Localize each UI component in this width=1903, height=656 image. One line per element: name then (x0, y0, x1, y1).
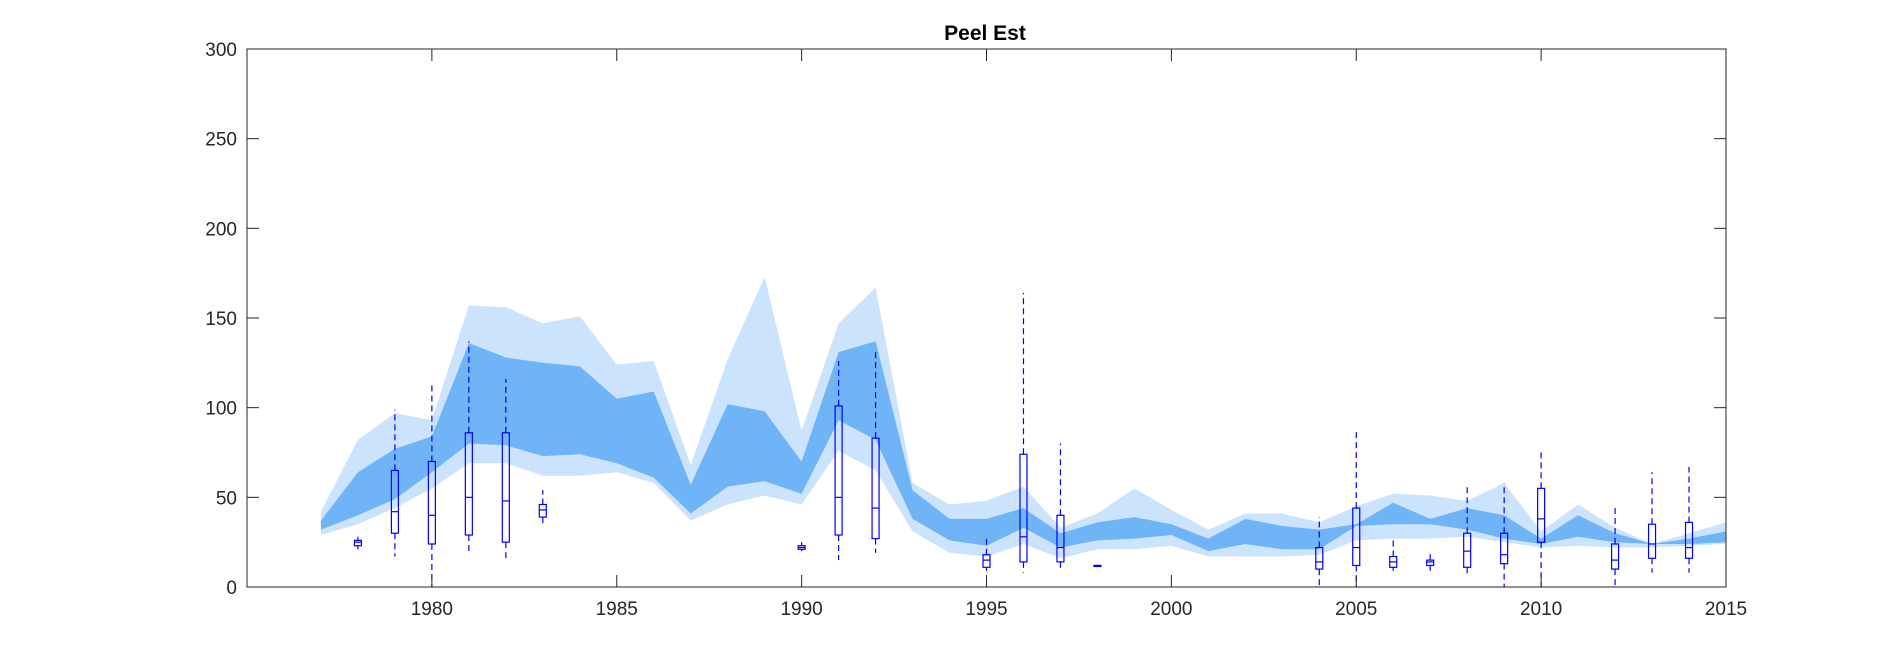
box (353, 539, 363, 547)
x-tick-label: 2000 (1150, 599, 1192, 620)
box (1315, 546, 1324, 570)
box (1426, 559, 1435, 567)
boxplot-1996 (1019, 292, 1028, 573)
boxplot-2010 (1537, 448, 1546, 587)
boxplot-1978 (353, 536, 363, 550)
box (1537, 487, 1546, 543)
boxplot-1992 (871, 350, 880, 553)
boxplot-1983 (538, 490, 547, 527)
boxplot-1998 (1093, 564, 1102, 568)
boxplot-2014 (1684, 466, 1694, 573)
box (1647, 523, 1657, 559)
y-tick-label: 0 (226, 578, 237, 599)
x-tick-label: 2015 (1705, 599, 1747, 620)
bands (320, 276, 1726, 559)
boxplot-1997 (1056, 443, 1065, 571)
box (1684, 521, 1694, 559)
boxplot-1981 (464, 341, 473, 555)
box (1463, 532, 1472, 568)
y-tick-label: 150 (205, 309, 237, 330)
x-axis: 1980 1985 1990 1995 2000 2005 2010 2015 (411, 49, 1747, 620)
box (1500, 532, 1509, 565)
box (1610, 543, 1620, 570)
box (982, 554, 991, 568)
x-tick-label: 1995 (965, 599, 1007, 620)
boxplot-2009 (1500, 482, 1509, 587)
boxplots (353, 292, 1694, 587)
box (538, 503, 547, 518)
y-tick-label: 50 (216, 488, 237, 509)
box (501, 432, 510, 543)
y-tick-label: 100 (205, 399, 237, 420)
boxplot-2005 (1352, 430, 1361, 587)
y-axis: 0 50 100 150 200 250 300 (205, 40, 1726, 599)
box (1352, 507, 1361, 567)
x-tick-label: 2010 (1520, 599, 1562, 620)
y-tick-label: 250 (205, 130, 237, 151)
box (427, 460, 436, 545)
box (871, 437, 880, 540)
boxplot-2012 (1610, 508, 1620, 587)
boxplot-2013 (1647, 472, 1657, 573)
y-tick-label: 200 (205, 219, 237, 240)
boxplot-2006 (1389, 540, 1398, 571)
boxplot-1990 (797, 542, 806, 552)
x-tick-label: 1985 (596, 599, 638, 620)
x-tick-label: 2005 (1335, 599, 1377, 620)
boxplot-2004 (1315, 517, 1324, 587)
boxplot-1979 (390, 409, 399, 557)
y-tick-label: 300 (205, 40, 237, 61)
inner-band (320, 341, 1726, 552)
box (1056, 514, 1065, 563)
boxplot-1995 (982, 536, 991, 571)
box (1019, 453, 1028, 563)
x-tick-label: 1990 (780, 599, 822, 620)
box (390, 469, 399, 534)
boxplot-2008 (1463, 484, 1472, 575)
chart-title: Peel Est (944, 22, 1026, 45)
boxplot-1982 (501, 378, 510, 559)
box (464, 432, 473, 536)
boxplot-1991 (834, 361, 843, 561)
x-tick-label: 1980 (411, 599, 453, 620)
box (834, 405, 843, 536)
boxplot-2007 (1426, 551, 1435, 571)
